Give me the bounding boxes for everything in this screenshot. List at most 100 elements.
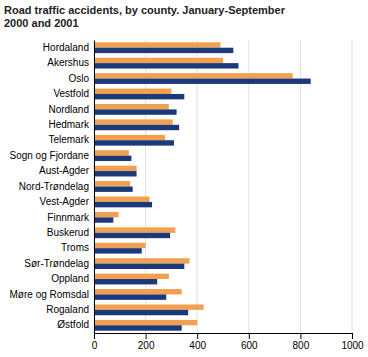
y-tick: Buskerud <box>47 227 89 238</box>
bar <box>94 304 204 309</box>
y-tick-label: Møre og Romsdal <box>10 289 89 300</box>
y-axis-line <box>94 41 95 334</box>
y-tick-label: Troms <box>61 242 89 253</box>
y-tick-label: Rogaland <box>46 304 89 315</box>
bar <box>94 125 179 130</box>
x-tick: 400 <box>189 333 206 351</box>
y-tick: Sogn og Fjordane <box>9 150 89 161</box>
x-tick-mark <box>94 333 95 339</box>
y-tick-label: Oslo <box>68 73 89 84</box>
y-tick: Hordaland <box>43 42 89 53</box>
y-tick-label: Aust-Agder <box>39 165 90 176</box>
y-tick: Sør-Trøndelag <box>24 258 89 269</box>
y-tick-label: Sør-Trøndelag <box>24 258 89 269</box>
y-tick: Vestfold <box>53 88 89 99</box>
bar <box>94 94 184 99</box>
y-tick: Nord-Trøndelag <box>19 181 89 192</box>
bar <box>94 166 137 171</box>
bar <box>94 217 113 222</box>
bar <box>94 150 129 155</box>
bar <box>94 243 146 248</box>
y-tick: Aust-Agder <box>39 165 90 176</box>
bar <box>94 156 131 161</box>
bar <box>94 310 188 315</box>
x-tick-label: 0 <box>92 340 98 351</box>
series <box>94 42 293 325</box>
bar <box>94 79 311 84</box>
bars <box>94 42 311 330</box>
x-axis: 0 200 400 600 800 1000 <box>92 333 364 351</box>
x-tick: 200 <box>138 333 155 351</box>
x-tick: 800 <box>293 333 310 351</box>
x-tick-mark <box>352 333 353 339</box>
y-tick-label: Nord-Trøndelag <box>19 181 89 192</box>
x-tick-mark <box>300 333 301 339</box>
x-axis-line <box>95 334 353 340</box>
bar <box>94 264 184 269</box>
x-tick-label: 1000 <box>341 340 364 351</box>
y-tick-label: Sogn og Fjordane <box>9 150 89 161</box>
bar <box>94 258 189 263</box>
y-tick: Finnmark <box>47 212 90 223</box>
bar <box>94 279 157 284</box>
y-tick: Nordland <box>48 104 89 115</box>
y-tick-label: Hordaland <box>43 42 89 53</box>
y-tick-label: Telemark <box>48 134 90 145</box>
bar <box>94 171 137 176</box>
x-tick: 0 <box>92 333 98 351</box>
bar <box>94 289 182 294</box>
y-tick-label: Buskerud <box>47 227 89 238</box>
y-axis: Hordaland Akershus Oslo Vestfold Nordland Hed… <box>9 41 94 334</box>
grid-line <box>352 40 353 333</box>
y-tick-label: Nordland <box>48 104 89 115</box>
y-tick: Telemark <box>48 134 90 145</box>
title: Road traffic accidents, by county. Janua… <box>4 4 286 29</box>
bar <box>94 294 166 299</box>
y-tick-label: Finnmark <box>47 212 90 223</box>
y-tick: Oslo <box>68 73 89 84</box>
bar <box>94 58 223 63</box>
bar <box>94 212 119 217</box>
bar <box>94 89 171 94</box>
x-tick-label: 400 <box>189 340 206 351</box>
x-tick-label: 200 <box>138 340 155 351</box>
y-tick-label: Vest-Agder <box>40 196 90 207</box>
y-tick: Troms <box>61 242 89 253</box>
x-tick: 1000 <box>341 333 364 351</box>
bar <box>94 104 169 109</box>
y-tick: Akershus <box>47 57 89 68</box>
y-tick: Hedmark <box>48 119 90 130</box>
bar <box>94 274 169 279</box>
x-tick-label: 600 <box>241 340 258 351</box>
y-tick-label: Østfold <box>57 319 89 330</box>
bar <box>94 140 174 145</box>
bar <box>94 48 233 53</box>
y-tick-label: Hedmark <box>48 119 90 130</box>
y-tick: Vest-Agder <box>40 196 90 207</box>
bar <box>94 42 220 47</box>
bar <box>94 202 152 207</box>
series <box>94 48 311 331</box>
grid-line <box>94 40 95 333</box>
x-tick-label: 800 <box>293 340 310 351</box>
grid <box>94 40 352 333</box>
chart: Road traffic accidents, by county. Janua… <box>0 0 368 357</box>
bar <box>94 135 165 140</box>
y-tick: Møre og Romsdal <box>10 289 89 300</box>
y-tick-label: Vestfold <box>53 88 89 99</box>
bar <box>94 248 142 253</box>
title-line: 2000 and 2001 <box>4 17 79 29</box>
plot: 0 200 400 600 800 1000 Hordaland Akershus Oslo Ve… <box>9 40 364 351</box>
x-tick-mark <box>249 333 250 339</box>
bar <box>94 197 149 202</box>
title-line: Road traffic accidents, by county. Janua… <box>4 4 286 16</box>
y-tick: Østfold <box>57 319 89 330</box>
bar <box>94 109 177 114</box>
y-tick: Oppland <box>51 273 89 284</box>
bar <box>94 227 175 232</box>
y-tick-label: Akershus <box>47 57 89 68</box>
bar <box>94 73 293 78</box>
x-tick-mark <box>197 333 198 339</box>
bar <box>94 233 170 238</box>
bar <box>94 325 182 330</box>
